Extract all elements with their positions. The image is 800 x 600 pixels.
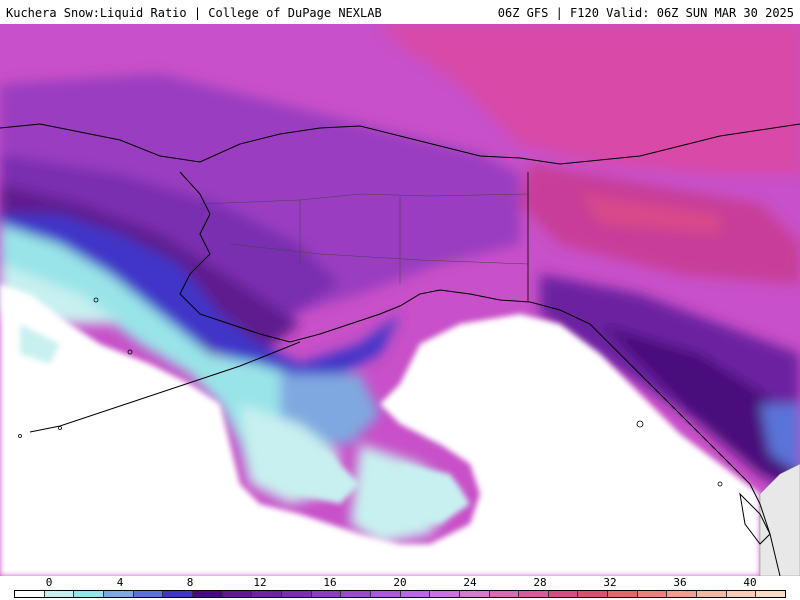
tick-8: 8 (186, 576, 194, 589)
tick-4: 4 (116, 576, 124, 589)
legend-ticks: 0 4 8 12 16 20 24 28 32 36 40 (0, 576, 800, 589)
legend-swatch (459, 591, 490, 597)
legend-swatch (697, 591, 727, 597)
legend-swatch (667, 591, 698, 597)
legend-swatch (608, 591, 638, 597)
tick-36: 36 (673, 576, 687, 589)
legend-swatch (192, 591, 223, 597)
tick-12: 12 (253, 576, 267, 589)
legend-swatch (103, 591, 134, 597)
legend-swatch (311, 591, 342, 597)
tick-16: 16 (323, 576, 337, 589)
legend-swatch (489, 591, 520, 597)
tick-20: 20 (393, 576, 407, 589)
coastlines (0, 123, 800, 576)
color-legend: 0 4 8 12 16 20 24 28 32 36 40 (0, 576, 800, 600)
legend-swatch (756, 591, 786, 597)
legend-swatch (15, 591, 45, 597)
weather-map (0, 24, 800, 576)
legend-swatch (74, 591, 104, 597)
tick-0: 0 (45, 576, 53, 589)
model-run-info: 06Z GFS | F120 Valid: 06Z SUN MAR 30 202… (497, 6, 794, 20)
legend-swatch (44, 591, 75, 597)
legend-swatch (222, 591, 253, 597)
legend-colorbar (14, 590, 786, 598)
legend-swatch (430, 591, 460, 597)
legend-swatch (578, 591, 609, 597)
legend-swatch (252, 591, 282, 597)
legend-swatch (163, 591, 193, 597)
product-title: Kuchera Snow:Liquid Ratio | College of D… (6, 6, 382, 20)
legend-swatch (519, 591, 549, 597)
legend-swatch (133, 591, 164, 597)
legend-swatch (341, 591, 371, 597)
legend-swatch (400, 591, 431, 597)
map-header: Kuchera Snow:Liquid Ratio | College of D… (0, 0, 800, 24)
tick-28: 28 (533, 576, 547, 589)
legend-swatch (726, 591, 757, 597)
legend-swatch (637, 591, 668, 597)
snow-ratio-field (0, 24, 800, 576)
legend-swatch (370, 591, 401, 597)
legend-swatch (548, 591, 579, 597)
legend-swatch (281, 591, 312, 597)
tick-40: 40 (743, 576, 757, 589)
tick-32: 32 (603, 576, 617, 589)
tick-24: 24 (463, 576, 477, 589)
